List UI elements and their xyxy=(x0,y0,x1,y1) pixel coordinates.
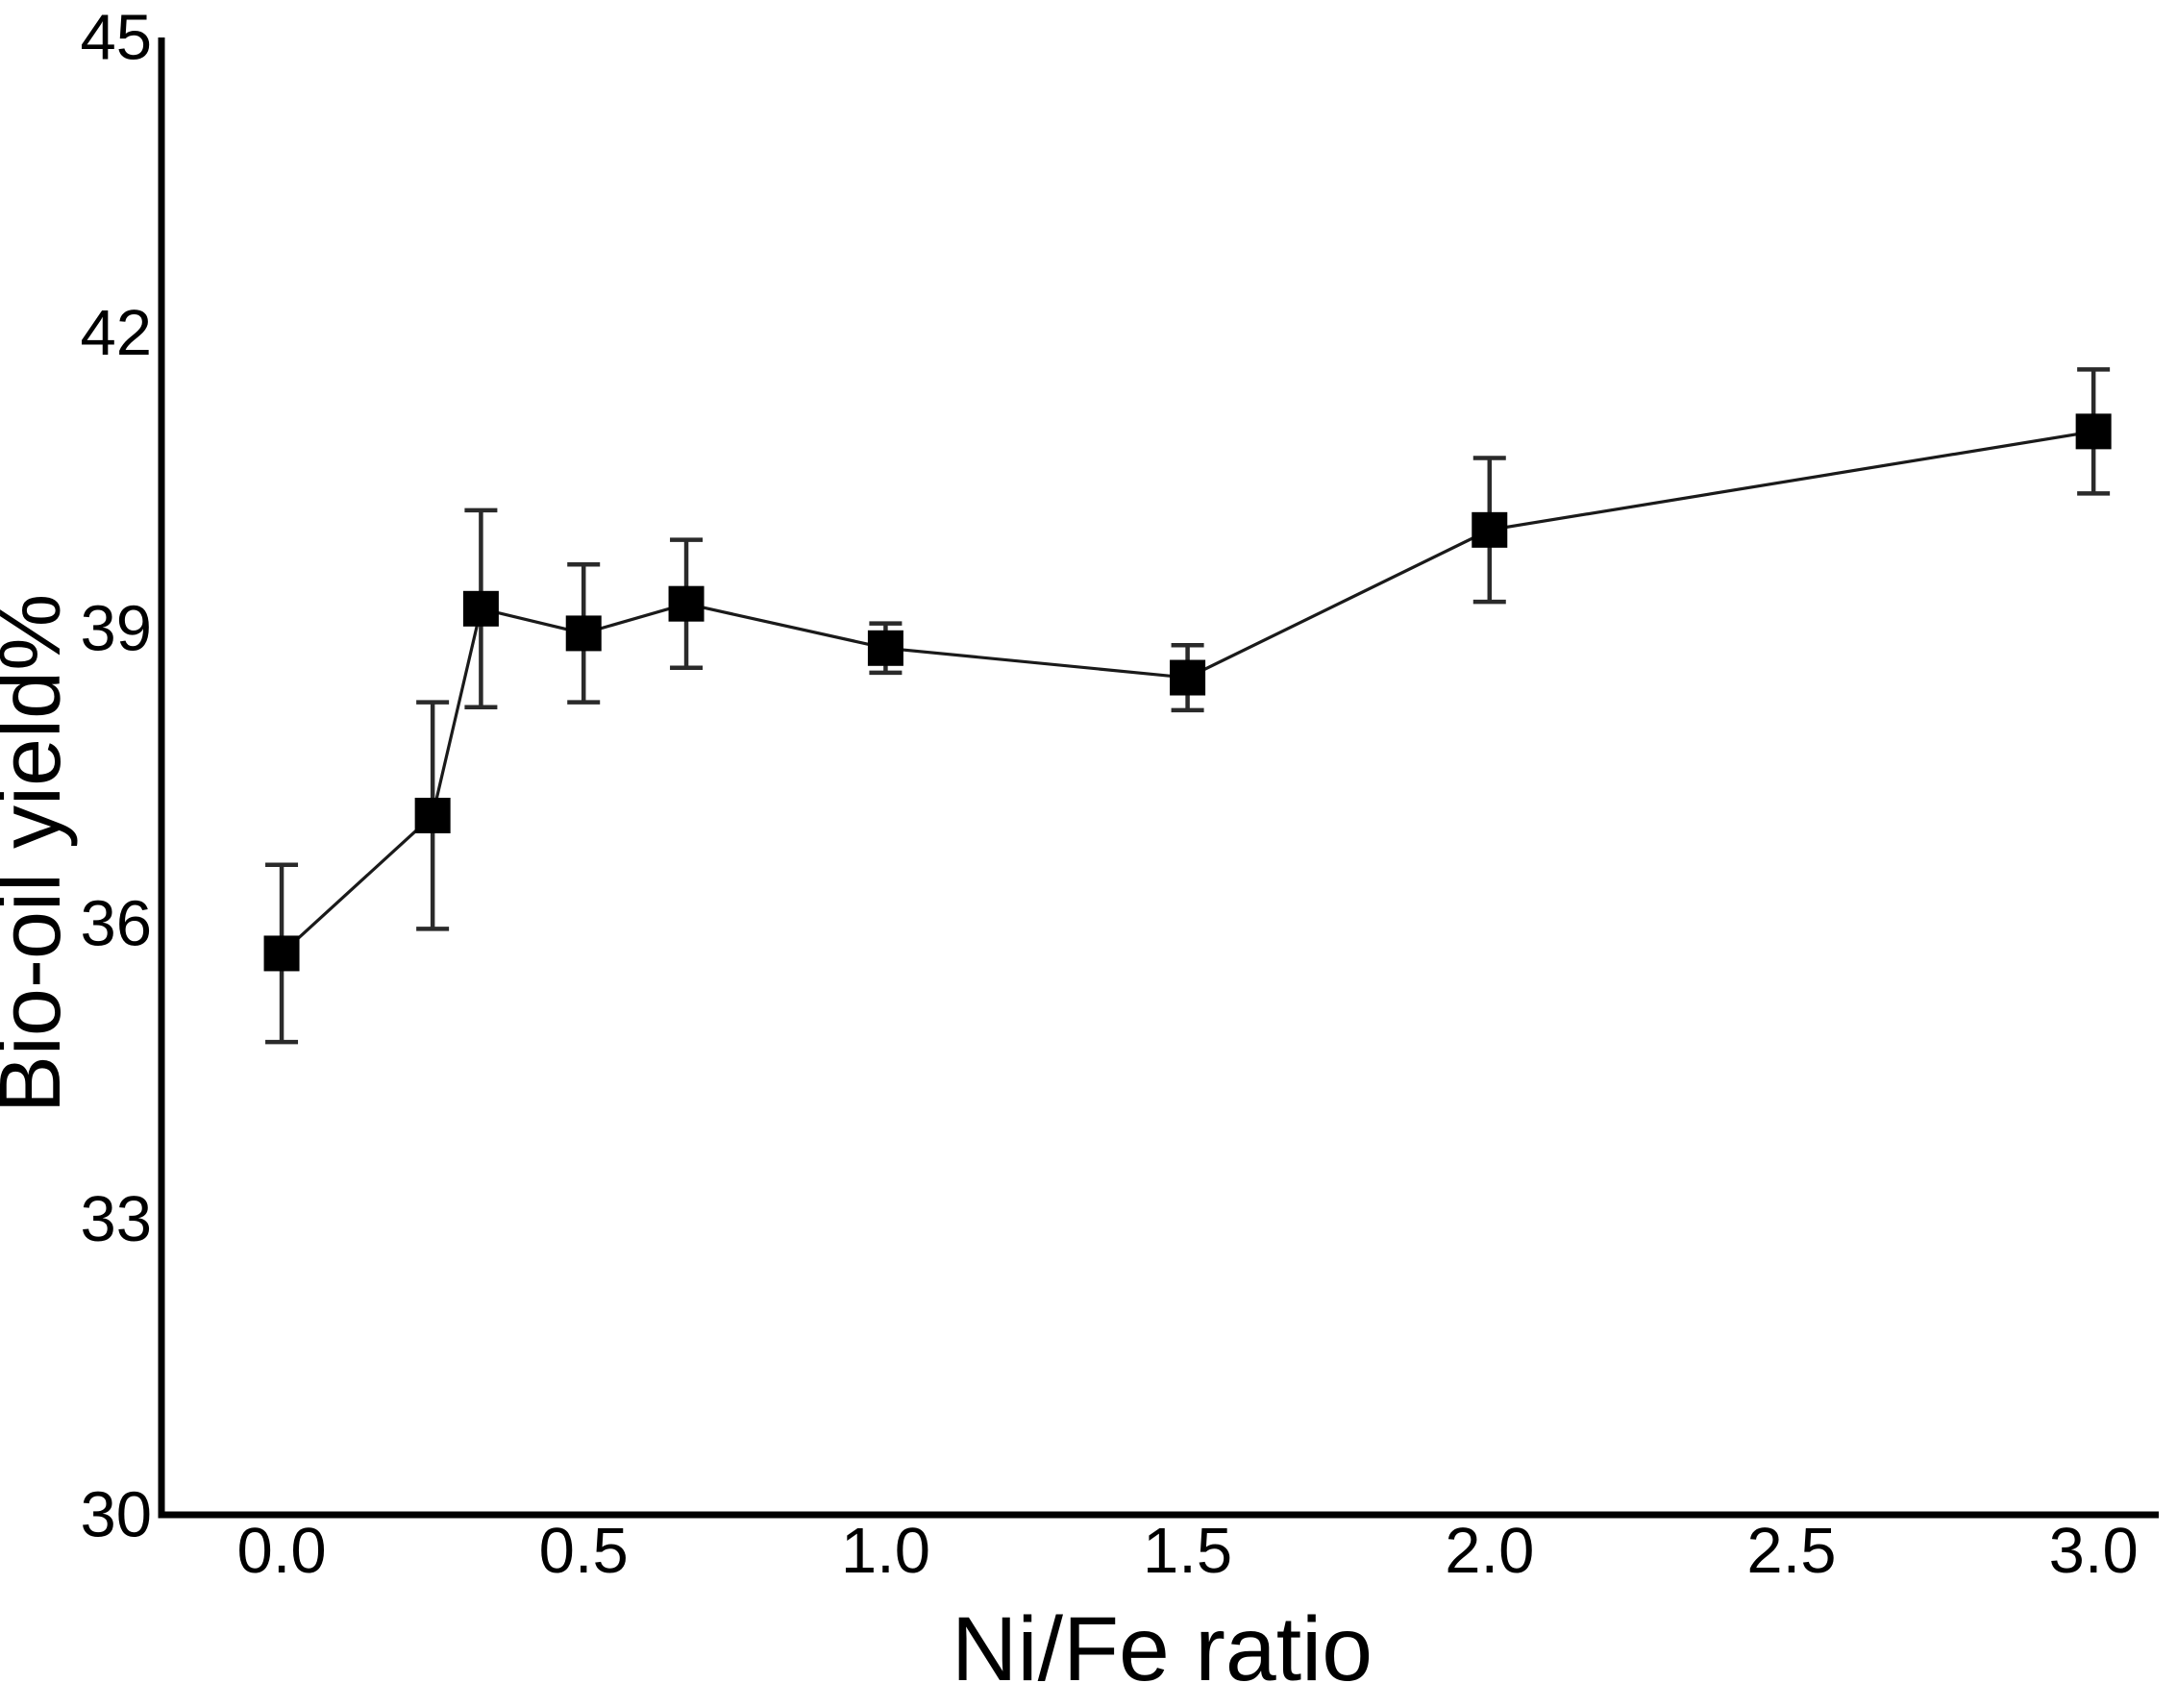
y-tick-label: 42 xyxy=(80,297,152,369)
x-tick-label: 2.5 xyxy=(1746,1515,1836,1587)
data-point-marker xyxy=(867,630,903,666)
x-tick-label: 3.0 xyxy=(2049,1515,2139,1587)
x-axis-title: Ni/Fe ratio xyxy=(952,1598,1373,1700)
y-tick-label: 30 xyxy=(80,1479,152,1551)
data-point-marker xyxy=(414,797,451,833)
y-tick-label: 33 xyxy=(80,1183,152,1255)
x-tick-label: 2.0 xyxy=(1445,1515,1534,1587)
x-tick-label: 0.5 xyxy=(539,1515,629,1587)
data-point-marker xyxy=(1170,659,1206,696)
data-point-marker xyxy=(1472,511,1508,548)
x-tick-label: 1.5 xyxy=(1143,1515,1232,1587)
data-point-marker xyxy=(462,590,499,627)
y-tick-label: 39 xyxy=(80,592,152,664)
data-point-marker xyxy=(2075,413,2112,450)
x-tick-label: 1.0 xyxy=(841,1515,930,1587)
y-tick-label: 36 xyxy=(80,888,152,960)
data-point-marker xyxy=(263,935,300,972)
data-point-marker xyxy=(565,615,602,652)
data-point-marker xyxy=(668,585,705,622)
x-tick-label: 0.0 xyxy=(236,1515,326,1587)
y-axis-title: Bio-oil yield% xyxy=(0,594,79,1113)
y-tick-label: 45 xyxy=(80,2,152,74)
